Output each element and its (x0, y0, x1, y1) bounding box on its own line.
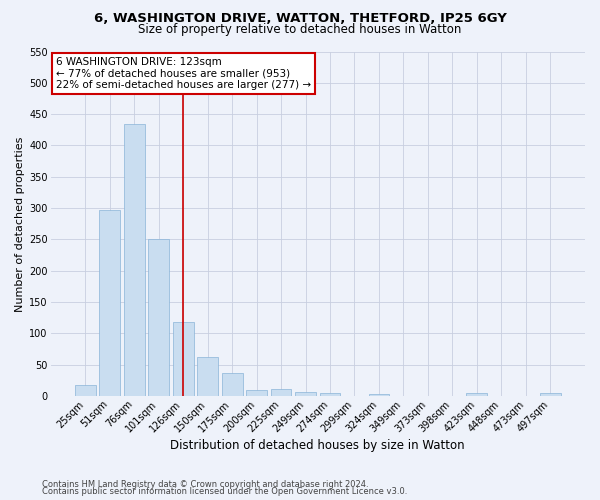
Bar (148, 240, 169, 396)
Bar (124, 124, 145, 396)
Bar (173, 322, 194, 396)
Bar (295, 392, 316, 396)
Bar (540, 393, 561, 396)
Bar (271, 390, 292, 396)
Text: Contains public sector information licensed under the Open Government Licence v3: Contains public sector information licen… (42, 487, 407, 496)
X-axis label: Distribution of detached houses by size in Watton: Distribution of detached houses by size … (170, 440, 465, 452)
Bar (246, 390, 267, 396)
Bar (222, 373, 242, 396)
Text: Size of property relative to detached houses in Watton: Size of property relative to detached ho… (139, 24, 461, 36)
Text: Contains HM Land Registry data © Crown copyright and database right 2024.: Contains HM Land Registry data © Crown c… (42, 480, 368, 489)
Bar (320, 393, 340, 396)
Bar (368, 394, 389, 396)
Bar (75, 385, 95, 396)
Text: 6 WASHINGTON DRIVE: 123sqm
← 77% of detached houses are smaller (953)
22% of sem: 6 WASHINGTON DRIVE: 123sqm ← 77% of deta… (56, 56, 311, 90)
Bar (100, 210, 120, 396)
Text: 6, WASHINGTON DRIVE, WATTON, THETFORD, IP25 6GY: 6, WASHINGTON DRIVE, WATTON, THETFORD, I… (94, 12, 506, 26)
Y-axis label: Number of detached properties: Number of detached properties (15, 136, 25, 312)
Bar (197, 356, 218, 396)
Bar (466, 393, 487, 396)
